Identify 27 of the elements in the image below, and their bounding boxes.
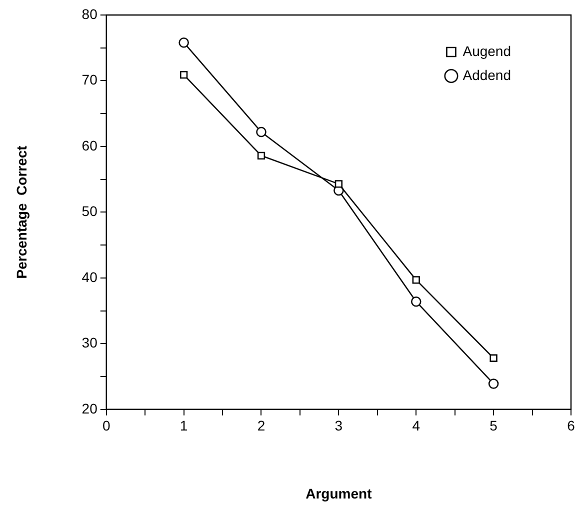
point xyxy=(410,296,422,307)
point xyxy=(490,354,498,362)
legend-label: Addend xyxy=(462,66,512,83)
y-tick-label: 70 xyxy=(82,72,98,88)
y-tick-label: 40 xyxy=(82,268,98,285)
point xyxy=(412,276,420,284)
y-tick-label: 60 xyxy=(82,137,98,154)
y-tick-label: 30 xyxy=(82,334,98,351)
point xyxy=(488,378,499,389)
point xyxy=(256,126,266,138)
x-tick-label: 4 xyxy=(412,418,420,434)
point xyxy=(334,180,343,188)
x-tick-label: 6 xyxy=(567,418,576,434)
x-axis-title: Argument xyxy=(306,485,372,502)
y-tick-label: 50 xyxy=(82,203,98,220)
x-tick-label: 3 xyxy=(334,418,343,434)
y-axis-title: Percentage Correct xyxy=(13,145,30,279)
x-tick-label: 0 xyxy=(102,418,110,434)
legend-label: Augend xyxy=(462,42,512,59)
y-tick-label: 80 xyxy=(82,6,98,22)
x-tick-label: 2 xyxy=(257,418,266,434)
point xyxy=(178,37,189,48)
x-tick-label: 1 xyxy=(180,418,188,434)
point xyxy=(180,70,188,79)
x-tick-label: 5 xyxy=(490,418,498,434)
y-tick-label: 20 xyxy=(82,400,98,416)
point xyxy=(257,152,266,160)
